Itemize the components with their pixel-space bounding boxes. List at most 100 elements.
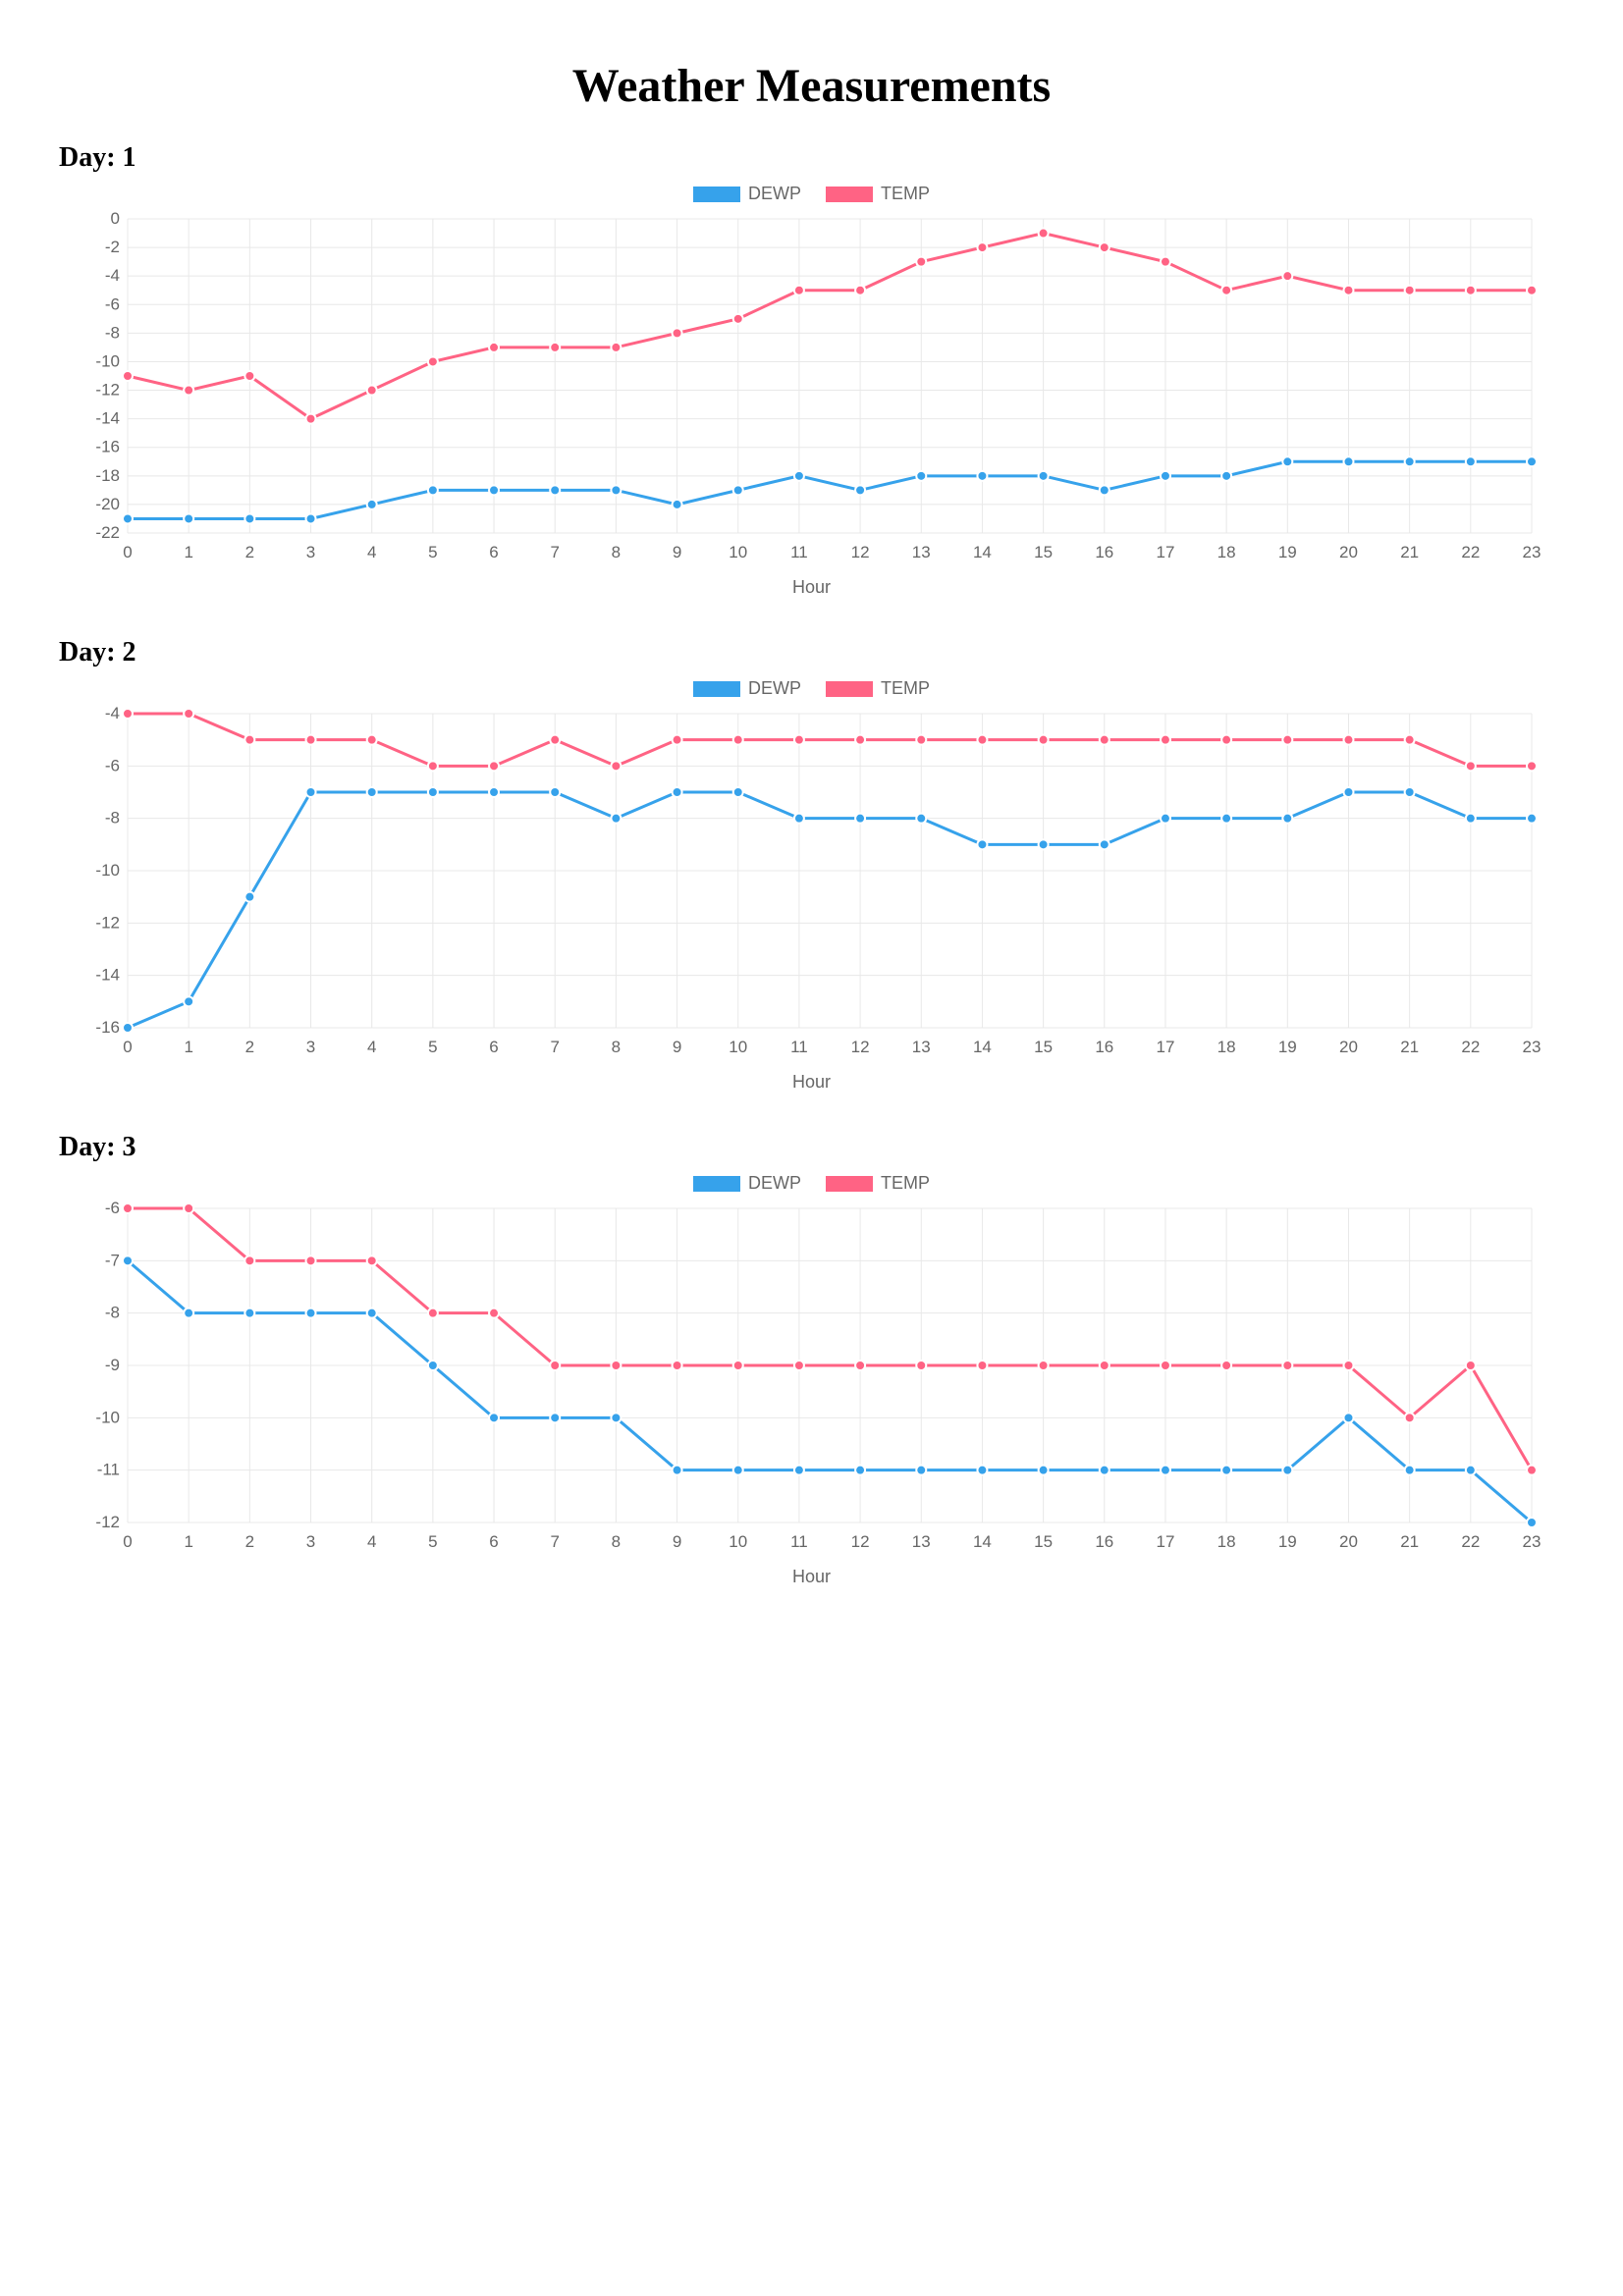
data-point[interactable] <box>1039 1361 1049 1370</box>
data-point[interactable] <box>184 1203 193 1213</box>
data-point[interactable] <box>1405 286 1415 295</box>
data-point[interactable] <box>855 286 865 295</box>
data-point[interactable] <box>550 787 560 797</box>
data-point[interactable] <box>550 343 560 352</box>
data-point[interactable] <box>306 1255 316 1265</box>
legend-item-dewp[interactable]: DEWP <box>693 678 801 699</box>
data-point[interactable] <box>1466 286 1476 295</box>
data-point[interactable] <box>1405 1413 1415 1422</box>
data-point[interactable] <box>611 1413 621 1422</box>
data-point[interactable] <box>794 286 804 295</box>
data-point[interactable] <box>1282 735 1292 745</box>
data-point[interactable] <box>977 1466 987 1475</box>
data-point[interactable] <box>916 471 926 481</box>
data-point[interactable] <box>673 328 682 338</box>
data-point[interactable] <box>977 242 987 252</box>
data-point[interactable] <box>855 485 865 495</box>
data-point[interactable] <box>1466 456 1476 466</box>
data-point[interactable] <box>1405 456 1415 466</box>
data-point[interactable] <box>1343 735 1353 745</box>
data-point[interactable] <box>1527 1466 1537 1475</box>
data-point[interactable] <box>1466 761 1476 771</box>
data-point[interactable] <box>611 814 621 824</box>
data-point[interactable] <box>1527 814 1537 824</box>
data-point[interactable] <box>1466 814 1476 824</box>
data-point[interactable] <box>733 735 743 745</box>
data-point[interactable] <box>1282 271 1292 281</box>
data-point[interactable] <box>184 386 193 396</box>
data-point[interactable] <box>733 314 743 324</box>
data-point[interactable] <box>673 735 682 745</box>
data-point[interactable] <box>673 787 682 797</box>
data-point[interactable] <box>855 814 865 824</box>
data-point[interactable] <box>977 471 987 481</box>
data-point[interactable] <box>733 1466 743 1475</box>
data-point[interactable] <box>123 709 133 719</box>
data-point[interactable] <box>306 513 316 523</box>
data-point[interactable] <box>489 1308 499 1318</box>
data-point[interactable] <box>1405 787 1415 797</box>
data-point[interactable] <box>244 513 254 523</box>
data-point[interactable] <box>733 787 743 797</box>
data-point[interactable] <box>367 1308 377 1318</box>
data-point[interactable] <box>306 414 316 424</box>
data-point[interactable] <box>1100 242 1109 252</box>
data-point[interactable] <box>367 787 377 797</box>
data-point[interactable] <box>1282 1466 1292 1475</box>
data-point[interactable] <box>184 709 193 719</box>
data-point[interactable] <box>611 343 621 352</box>
data-point[interactable] <box>550 485 560 495</box>
data-point[interactable] <box>489 485 499 495</box>
data-point[interactable] <box>794 1466 804 1475</box>
data-point[interactable] <box>1221 286 1231 295</box>
data-point[interactable] <box>428 485 438 495</box>
data-point[interactable] <box>428 356 438 366</box>
data-point[interactable] <box>428 787 438 797</box>
data-point[interactable] <box>794 814 804 824</box>
data-point[interactable] <box>1527 1518 1537 1527</box>
data-point[interactable] <box>306 1308 316 1318</box>
data-point[interactable] <box>1161 1361 1170 1370</box>
data-point[interactable] <box>733 1361 743 1370</box>
data-point[interactable] <box>1405 1466 1415 1475</box>
data-point[interactable] <box>428 1308 438 1318</box>
data-point[interactable] <box>367 735 377 745</box>
data-point[interactable] <box>244 892 254 902</box>
data-point[interactable] <box>1039 229 1049 239</box>
data-point[interactable] <box>244 371 254 381</box>
data-point[interactable] <box>1221 471 1231 481</box>
data-point[interactable] <box>977 735 987 745</box>
data-point[interactable] <box>1161 471 1170 481</box>
data-point[interactable] <box>1221 1466 1231 1475</box>
data-point[interactable] <box>1405 735 1415 745</box>
data-point[interactable] <box>184 996 193 1006</box>
data-point[interactable] <box>733 485 743 495</box>
data-point[interactable] <box>367 386 377 396</box>
data-point[interactable] <box>489 761 499 771</box>
data-point[interactable] <box>794 1361 804 1370</box>
legend-item-dewp[interactable]: DEWP <box>693 184 801 204</box>
data-point[interactable] <box>1039 471 1049 481</box>
data-point[interactable] <box>123 371 133 381</box>
data-point[interactable] <box>550 1413 560 1422</box>
data-point[interactable] <box>123 1255 133 1265</box>
data-point[interactable] <box>794 471 804 481</box>
data-point[interactable] <box>428 1361 438 1370</box>
data-point[interactable] <box>489 343 499 352</box>
data-point[interactable] <box>184 1308 193 1318</box>
data-point[interactable] <box>1039 1466 1049 1475</box>
data-point[interactable] <box>1039 839 1049 849</box>
data-point[interactable] <box>1527 761 1537 771</box>
data-point[interactable] <box>977 1361 987 1370</box>
data-point[interactable] <box>489 787 499 797</box>
data-point[interactable] <box>1161 814 1170 824</box>
data-point[interactable] <box>611 485 621 495</box>
data-point[interactable] <box>244 735 254 745</box>
data-point[interactable] <box>244 1255 254 1265</box>
data-point[interactable] <box>855 1361 865 1370</box>
data-point[interactable] <box>1343 1361 1353 1370</box>
data-point[interactable] <box>916 1466 926 1475</box>
legend-item-temp[interactable]: TEMP <box>826 678 930 699</box>
data-point[interactable] <box>916 814 926 824</box>
data-point[interactable] <box>611 761 621 771</box>
